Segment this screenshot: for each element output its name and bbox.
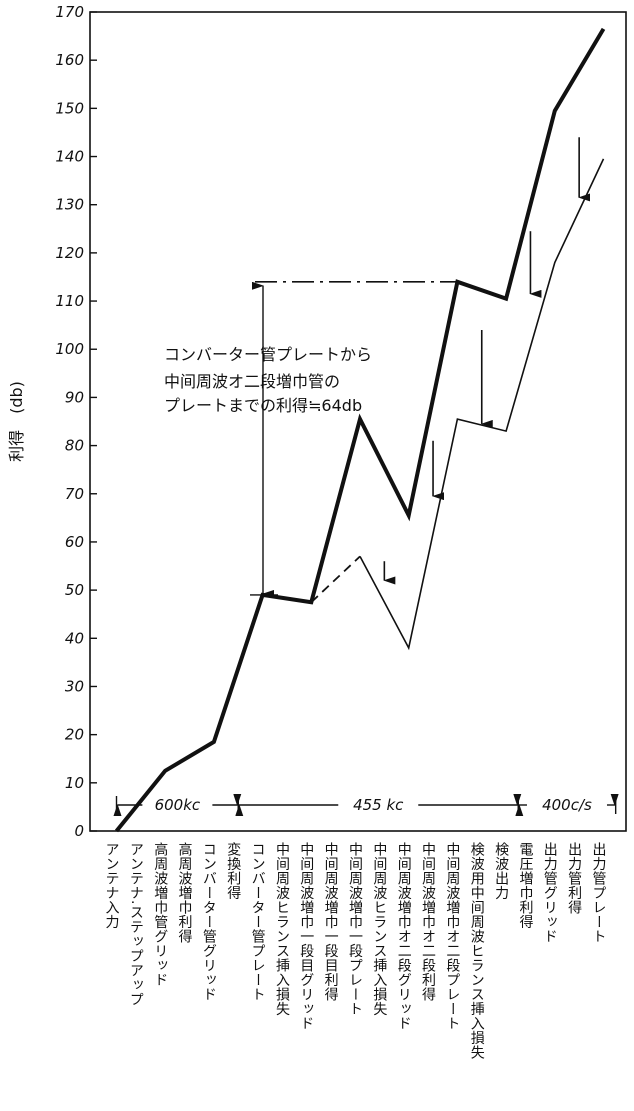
annotation-line-2: 中间周波オ二段増巾管の: [164, 372, 340, 391]
y-tick-label: 70: [65, 485, 84, 503]
category-label: 中间周波ヒランス挿入損失: [371, 842, 387, 1016]
category-label: 変換利得: [225, 841, 241, 900]
y-tick-label: 110: [55, 292, 84, 310]
y-tick-label: 130: [55, 196, 84, 214]
category-label: 高周波増巾利得: [177, 841, 193, 943]
x-axis-category-labels: アンテナ入力 アンテナ.ステップアップ 高周波増巾管グリッド 高周波増巾利得 コンバータ…: [104, 841, 607, 1059]
category-label: 中间周波増巾一段目利得: [323, 842, 339, 1002]
category-label: アンテナ.ステップアップ: [128, 842, 144, 1006]
series-group: [114, 27, 606, 833]
category-label: 中间周波増巾一段目グリッド: [298, 842, 314, 1031]
y-tick-label: 80: [65, 437, 84, 455]
band-label: 400c/s: [542, 796, 592, 814]
category-label: 出力管プレート: [591, 842, 607, 944]
category-label: 出力管グリッド: [542, 842, 558, 944]
y-tick-label: 30: [65, 677, 84, 695]
category-label: 中间周波増巾一段プレート: [347, 842, 363, 1016]
category-label: コンバーター管グリッド: [201, 842, 217, 1002]
series-line-thick: [114, 27, 606, 833]
band-label: 455 kc: [353, 796, 404, 814]
band-label: 600kc: [155, 796, 201, 814]
y-tick-label: 170: [55, 3, 84, 21]
y-tick-label: 100: [55, 340, 84, 358]
category-label: アンテナ入力: [104, 842, 120, 930]
y-tick-label: 160: [55, 51, 84, 69]
y-tick-label: 0: [74, 822, 84, 840]
category-label: 高周波増巾管グリッド: [152, 841, 168, 987]
series-line-dashed: [310, 555, 361, 603]
y-tick-label: 150: [55, 99, 84, 117]
drop-arrows: [383, 137, 591, 585]
category-label: 中间周波増巾オ二段利得: [420, 842, 436, 1002]
y-axis-label: 利得 (db): [7, 381, 26, 462]
y-tick-label: 50: [65, 581, 84, 599]
y-tick-label: 20: [65, 726, 84, 744]
category-label: 中间周波増巾オ二段プレート: [444, 842, 460, 1031]
category-label: 中间周波ヒランス挿入損失: [274, 842, 290, 1016]
y-tick-label: 40: [65, 629, 84, 647]
annotation-line-1: コンバーター管プレートから: [164, 345, 372, 364]
annotation-group: コンバーター管プレートから 中间周波オ二段増巾管の プレートまでの利得≒64db: [164, 280, 458, 598]
plot-frame: [89, 11, 627, 832]
y-tick-label: 90: [65, 388, 84, 406]
y-tick-label: 120: [55, 244, 84, 262]
y-tick-label: 60: [65, 533, 84, 551]
category-label: 検波用中间周波ヒランス挿入損失: [469, 842, 485, 1060]
category-label: 検波出力: [493, 842, 509, 901]
y-tick-label: 10: [65, 774, 84, 792]
category-label: 電圧増巾利得: [517, 842, 533, 929]
y-tick-label: 140: [55, 148, 84, 166]
y-axis-ticks: 0 10 20 30 40 50 60 70 80 90 100 110 120 130 140 150 160…: [55, 3, 97, 840]
frequency-bands: 600kc 455 kc 400c/s: [113, 794, 619, 816]
category-label: 中间周波増巾オ二段グリッド: [396, 842, 412, 1031]
category-label: 出力管利得: [566, 842, 582, 915]
category-label: コンバーター管プレート: [250, 842, 266, 1002]
